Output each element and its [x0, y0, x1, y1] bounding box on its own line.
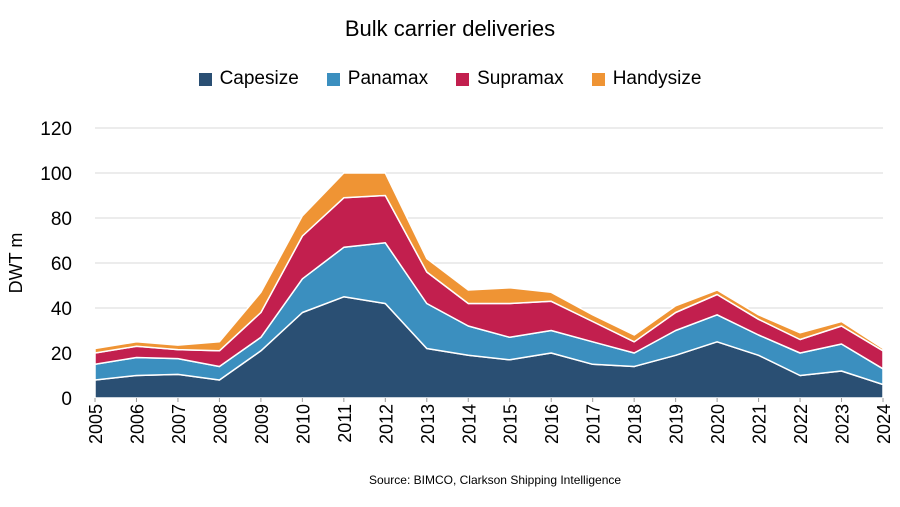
legend-swatch-capesize	[198, 72, 212, 86]
legend-swatch-supramax	[456, 72, 470, 86]
y-axis-label: DWT m	[6, 233, 26, 294]
legend: Capesize Panamax Supramax Handysize	[0, 68, 900, 90]
x-tick-label-2010: 2010	[293, 404, 313, 444]
legend-item-handysize: Handysize	[591, 68, 702, 90]
legend-label-handysize: Handysize	[612, 68, 702, 89]
y-tick-label-120: 120	[40, 119, 72, 140]
y-tick-label-100: 100	[40, 164, 72, 185]
y-tick-label-80: 80	[51, 209, 72, 230]
y-tick-label-40: 40	[51, 299, 72, 320]
x-tick-label-2013: 2013	[418, 404, 438, 444]
legend-label-capesize: Capesize	[219, 68, 299, 89]
x-tick-label-2011: 2011	[335, 404, 355, 443]
legend-item-panamax: Panamax	[326, 68, 429, 90]
source-note: Source: BIMCO, Clarkson Shipping Intelli…	[368, 473, 622, 487]
x-tick-label-2019: 2019	[667, 404, 687, 444]
x-tick-label-2014: 2014	[459, 404, 479, 444]
chart-title: Bulk carrier deliveries	[344, 16, 556, 41]
x-tick-label-2017: 2017	[584, 404, 604, 444]
x-tick-label-2024: 2024	[874, 404, 894, 444]
x-tick-label-2012: 2012	[376, 404, 396, 444]
x-tick-label-2020: 2020	[708, 404, 728, 444]
x-tick-label-2009: 2009	[252, 404, 272, 444]
x-tick-label-2007: 2007	[169, 404, 189, 444]
x-tick-label-2015: 2015	[501, 404, 521, 444]
legend-item-supramax: Supramax	[456, 68, 564, 90]
y-tick-label-20: 20	[51, 344, 72, 365]
x-tick-label-2021: 2021	[750, 404, 770, 444]
area-handysize	[94, 172, 884, 354]
legend-swatch-handysize	[591, 72, 605, 86]
legend-swatch-panamax	[326, 72, 340, 86]
x-tick-label-2006: 2006	[127, 404, 147, 444]
y-tick-label-60: 60	[51, 254, 72, 275]
x-tick-label-2005: 2005	[86, 404, 106, 444]
x-tick-label-2018: 2018	[625, 404, 645, 444]
legend-item-capesize: Capesize	[198, 68, 299, 90]
legend-label-panamax: Panamax	[347, 68, 429, 89]
x-tick-label-2022: 2022	[791, 404, 811, 444]
x-tick-label-2008: 2008	[210, 404, 230, 444]
legend-label-supramax: Supramax	[477, 68, 564, 89]
x-tick-label-2023: 2023	[833, 404, 853, 444]
y-tick-label-0: 0	[61, 389, 72, 410]
x-tick-label-2016: 2016	[542, 404, 562, 444]
